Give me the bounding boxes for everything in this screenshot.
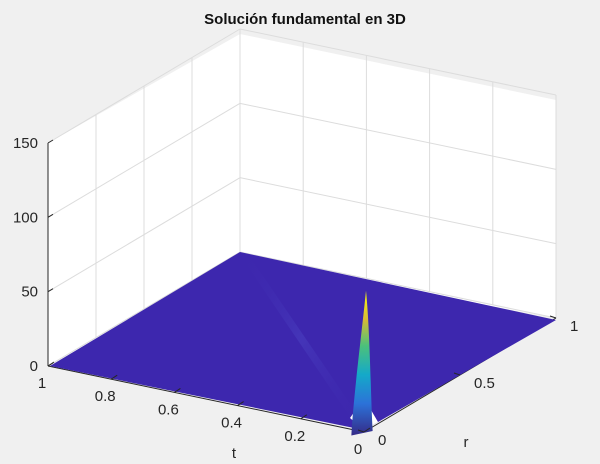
z-tick — [47, 213, 54, 218]
z-grid-line-right — [239, 177, 557, 245]
chart-title: Solución fundamental en 3D — [204, 11, 406, 28]
t-axis-line — [47, 365, 365, 433]
z-tick-label: 150 — [13, 135, 38, 152]
z-grid-line-right — [239, 251, 557, 319]
t-tick — [300, 414, 308, 420]
z-grid-line-right — [239, 102, 557, 170]
t-tick-label: 1 — [38, 375, 46, 392]
back-wall-right — [240, 34, 556, 318]
t-tick-label: 0.6 — [158, 401, 179, 418]
t-tick-label: 0 — [354, 441, 362, 458]
t-tick — [47, 361, 55, 367]
t-axis-label: t — [232, 445, 237, 462]
z-tick — [47, 139, 54, 144]
t-tick — [363, 427, 371, 433]
surface-peak — [351, 290, 373, 436]
r-tick-label: 0.5 — [474, 375, 495, 392]
t-tick — [237, 401, 244, 407]
z-grid-line-right — [239, 28, 557, 96]
t-tick — [110, 374, 118, 380]
t-tick-label: 0.4 — [221, 415, 242, 432]
z-tick-label: 100 — [13, 209, 38, 226]
z-tick-label: 0 — [30, 358, 38, 375]
z-tick — [47, 288, 54, 293]
r-tick-label: 1 — [570, 318, 578, 335]
r-tick — [357, 429, 365, 433]
t-tick-label: 0.8 — [95, 388, 116, 405]
r-tick-label: 0 — [378, 432, 386, 449]
r-tick — [453, 372, 461, 376]
t-tick-label: 0.2 — [284, 428, 305, 445]
r-axis-label: r — [464, 434, 469, 451]
t-tick — [174, 387, 181, 393]
r-tick — [549, 315, 557, 319]
z-tick-label: 50 — [21, 284, 38, 301]
surface-ridge — [238, 252, 364, 426]
